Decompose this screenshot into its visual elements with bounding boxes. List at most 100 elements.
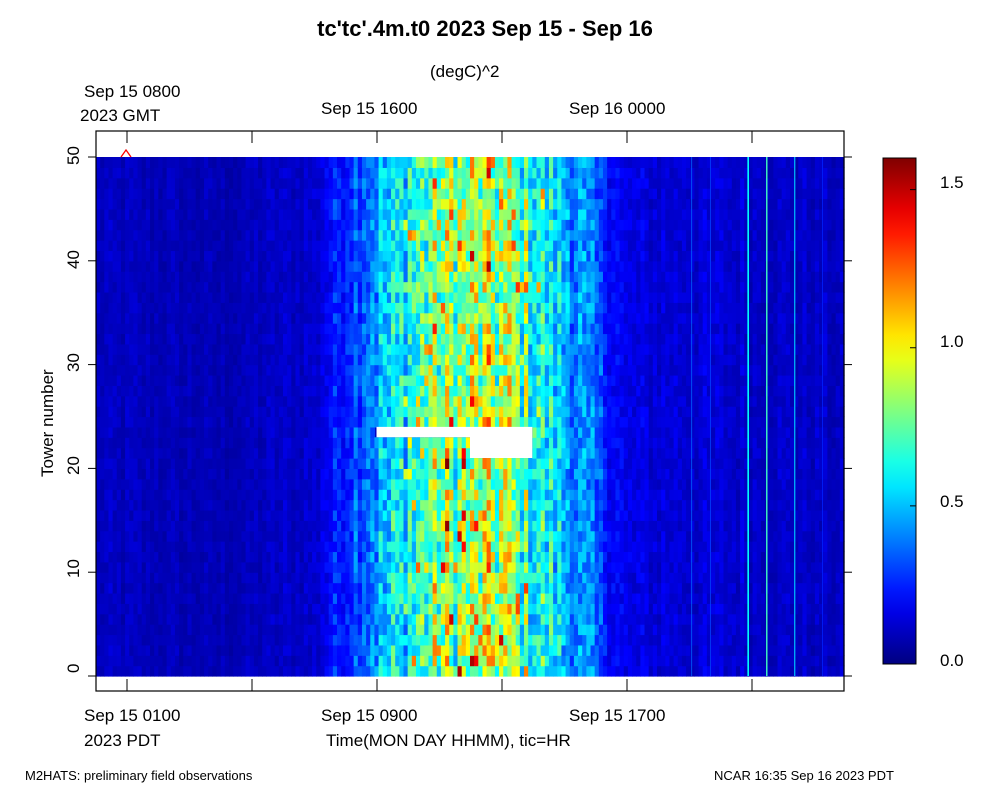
heatmap-cell (378, 406, 384, 418)
heatmap-cell (357, 167, 363, 179)
heatmap-cell (187, 572, 193, 584)
heatmap-cell (228, 364, 234, 376)
heatmap-cell (461, 240, 467, 252)
heatmap-cell (320, 541, 326, 553)
heatmap-cell (204, 250, 209, 262)
heatmap-cell (104, 291, 110, 303)
heatmap-cell (291, 260, 297, 272)
heatmap-cell (461, 229, 467, 241)
heatmap-cell (191, 489, 197, 501)
heatmap-cell (428, 395, 434, 407)
heatmap-cell (440, 343, 446, 355)
heatmap-cell (150, 447, 155, 459)
heatmap-cell (374, 541, 380, 553)
heatmap-cell (245, 281, 251, 293)
heatmap-cell (125, 458, 130, 469)
heatmap-cell (399, 302, 405, 314)
heatmap-cell (241, 613, 247, 625)
heatmap-cell (345, 198, 351, 210)
heatmap-cell (312, 437, 317, 449)
heatmap-cell (370, 157, 376, 168)
heatmap-cell (100, 219, 105, 231)
heatmap-cell (241, 291, 247, 303)
heatmap-cell (129, 561, 134, 573)
heatmap-cell (104, 592, 110, 604)
heatmap-cell (424, 416, 430, 428)
heatmap-cell (104, 374, 110, 386)
heatmap-cell (104, 437, 110, 449)
heatmap-cell (453, 374, 459, 386)
heatmap-cell (474, 208, 479, 220)
heatmap-cell (224, 468, 230, 480)
heatmap-cell (141, 157, 147, 168)
heatmap-cell (303, 509, 309, 521)
heatmap-cell (357, 302, 363, 314)
heatmap-cell (125, 437, 130, 449)
heatmap-cell (328, 489, 334, 501)
heatmap-cell (278, 312, 284, 324)
heatmap-cell (507, 364, 513, 376)
heatmap-cell (228, 208, 234, 220)
heatmap-cell (108, 468, 114, 480)
heatmap-cell (324, 613, 330, 625)
heatmap-cell (395, 385, 400, 397)
heatmap-cell (253, 613, 259, 625)
heatmap-cell (445, 416, 450, 428)
heatmap-cell (349, 385, 355, 397)
heatmap-cell (341, 260, 346, 272)
heatmap-cell (191, 291, 197, 303)
heatmap-cell (199, 385, 205, 397)
heatmap-cell (278, 302, 284, 314)
heatmap-cell (166, 354, 172, 366)
heatmap-cell (366, 509, 371, 521)
heatmap-cell (187, 426, 193, 438)
heatmap-cell (328, 188, 334, 200)
heatmap-cell (453, 354, 459, 366)
heatmap-cell (332, 561, 338, 573)
heatmap-cell (274, 416, 280, 428)
heatmap-cell (324, 437, 330, 449)
heatmap-cell (440, 323, 446, 335)
heatmap-cell (307, 188, 313, 200)
heatmap-cell (353, 198, 359, 210)
heatmap-cell (470, 520, 475, 532)
heatmap-cell (133, 655, 139, 667)
heatmap-cell (299, 167, 305, 179)
heatmap-cell (403, 530, 409, 542)
heatmap-cell (411, 198, 417, 210)
heatmap-cell (237, 385, 243, 397)
heatmap-cell (187, 530, 193, 542)
heatmap-cell (233, 167, 238, 179)
heatmap-cell (316, 624, 321, 636)
heatmap-cell (411, 416, 417, 428)
heatmap-cell (378, 530, 384, 542)
heatmap-cell (145, 157, 151, 168)
heatmap-cell (133, 343, 139, 355)
heatmap-cell (349, 364, 355, 376)
heatmap-cell (486, 509, 492, 521)
heatmap-cell (453, 323, 459, 335)
heatmap-cell (170, 240, 176, 252)
heatmap-cell (262, 520, 267, 532)
heatmap-cell (382, 157, 388, 168)
heatmap-cell (237, 167, 243, 179)
heatmap-cell (137, 240, 143, 252)
heatmap-cell (403, 437, 409, 449)
heatmap-cell (478, 177, 484, 189)
heatmap-cell (382, 167, 388, 179)
heatmap-cell (100, 302, 105, 314)
heatmap-cell (378, 312, 384, 324)
heatmap-cell (457, 489, 463, 501)
heatmap-cell (486, 312, 492, 324)
heatmap-cell (332, 551, 338, 563)
heatmap-cell (195, 665, 201, 677)
heatmap-cell (112, 219, 118, 231)
heatmap-cell (307, 406, 313, 418)
heatmap-cell (474, 655, 479, 667)
heatmap-cell (174, 665, 180, 677)
heatmap-cell (432, 458, 438, 469)
heatmap-cell (208, 157, 213, 168)
heatmap-cell (436, 312, 442, 324)
heatmap-cell (378, 364, 384, 376)
heatmap-cell (216, 167, 222, 179)
